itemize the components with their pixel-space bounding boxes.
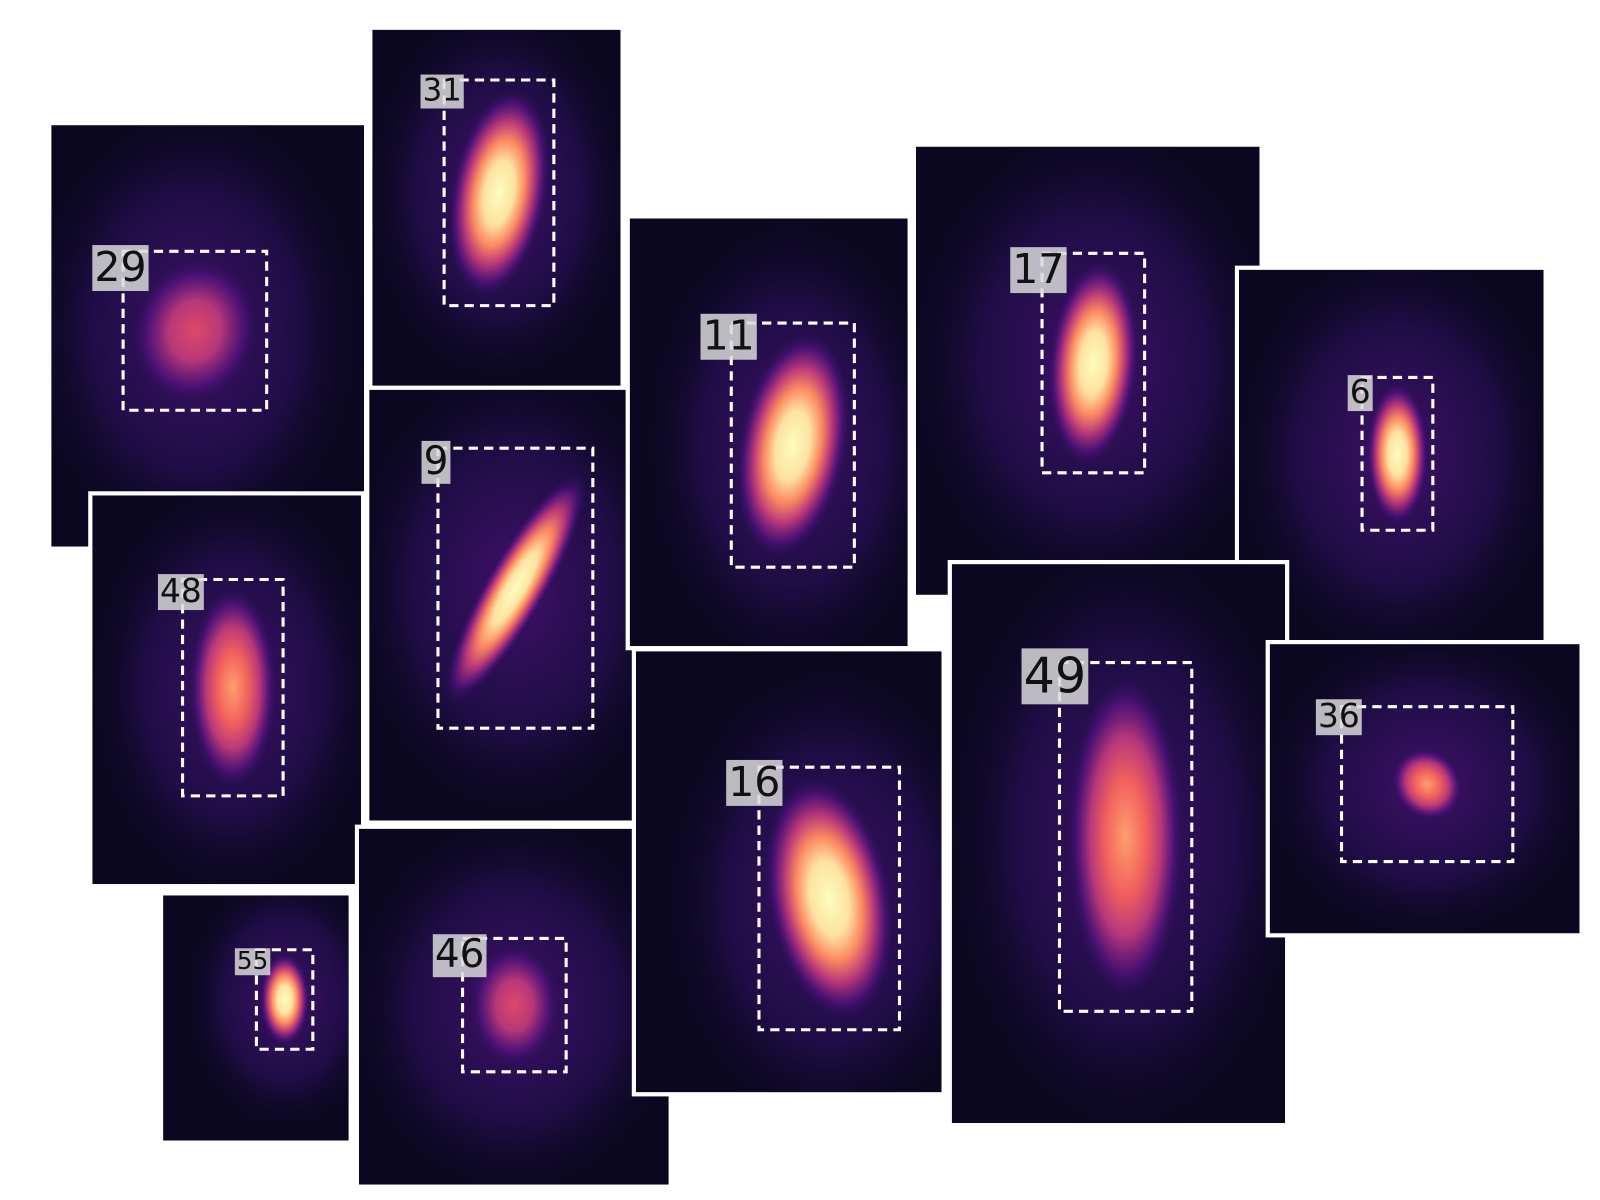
label-background xyxy=(700,313,757,360)
hotspot xyxy=(467,941,561,1069)
hotspot xyxy=(187,584,279,791)
dashed-box xyxy=(436,446,595,730)
label-background xyxy=(92,245,149,292)
dashed-box xyxy=(461,936,568,1074)
heatmap xyxy=(629,218,908,647)
label-background xyxy=(1347,375,1373,412)
label-background xyxy=(157,574,204,611)
heatmap xyxy=(951,564,1286,1124)
panel-label: 6 xyxy=(1350,373,1371,411)
panel: 29 xyxy=(47,121,369,551)
dashed-box xyxy=(1040,251,1147,475)
panel: 16 xyxy=(631,647,946,1097)
heatmap xyxy=(1269,644,1580,934)
heatmap xyxy=(915,146,1260,595)
panel-label: 49 xyxy=(1024,646,1087,704)
hotspot xyxy=(259,952,310,1047)
panel-label: 48 xyxy=(160,572,202,610)
hotspot xyxy=(443,471,588,705)
hotspot xyxy=(446,86,552,299)
heatmap xyxy=(358,828,669,1185)
heatmap xyxy=(51,125,365,547)
heatmap xyxy=(372,29,621,388)
heatmap xyxy=(92,495,362,885)
dashed-box xyxy=(1057,661,1194,1013)
heatmap xyxy=(1238,269,1544,660)
panel: 49 xyxy=(947,560,1290,1128)
label-background xyxy=(420,74,464,109)
hotspot xyxy=(1066,671,1186,1003)
label-background xyxy=(421,440,451,484)
heatmap xyxy=(163,895,349,1141)
panel-label: 11 xyxy=(703,312,755,360)
hotspot xyxy=(1390,746,1464,822)
panel-label: 29 xyxy=(94,243,146,291)
panel: 48 xyxy=(88,491,366,889)
panel: 36 xyxy=(1265,640,1584,938)
label-background xyxy=(1315,699,1362,736)
hotspot xyxy=(129,255,261,406)
panel: 17 xyxy=(911,142,1264,599)
panel-label: 16 xyxy=(728,758,780,806)
hotspot xyxy=(734,330,851,560)
panel-label: 9 xyxy=(424,439,449,484)
panel: 11 xyxy=(625,214,912,651)
panel: 46 xyxy=(354,824,673,1189)
dashed-box xyxy=(181,577,285,798)
label-background xyxy=(1010,247,1067,294)
panel-label: 36 xyxy=(1318,697,1360,735)
dashed-box xyxy=(1340,705,1515,864)
dashed-box xyxy=(121,249,269,412)
label-background xyxy=(234,948,271,976)
dashed-box xyxy=(254,948,315,1051)
hotspot xyxy=(1046,259,1141,468)
dashed-box xyxy=(757,765,902,1032)
dashed-box xyxy=(442,78,556,308)
label-background xyxy=(726,759,783,806)
label-background xyxy=(1021,648,1089,705)
panel: 55 xyxy=(158,891,353,1145)
dashed-box xyxy=(729,321,856,569)
dashed-box xyxy=(1360,375,1435,532)
panel: 31 xyxy=(368,25,625,392)
hotspot xyxy=(763,775,896,1022)
label-background xyxy=(432,934,487,978)
panel-label: 55 xyxy=(237,946,268,975)
hotspot xyxy=(1365,381,1430,527)
panel-label: 31 xyxy=(423,73,462,109)
heatmap xyxy=(369,389,679,821)
panel-label: 17 xyxy=(1012,245,1064,293)
panel-label: 46 xyxy=(435,932,485,977)
